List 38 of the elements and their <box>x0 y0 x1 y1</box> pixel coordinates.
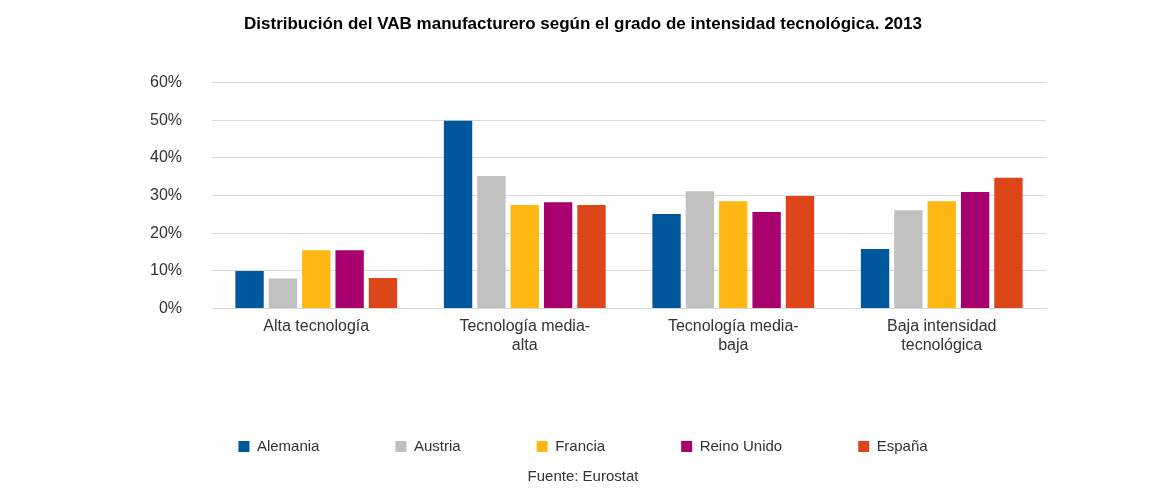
x-tick-label: Tecnología media-alta <box>459 316 591 353</box>
bar <box>719 201 748 309</box>
bar <box>577 204 606 309</box>
bar <box>752 212 781 309</box>
bar <box>785 195 815 309</box>
source-note: Fuente: Eurostat <box>527 467 640 485</box>
legend-label: Francia <box>555 436 606 454</box>
bar <box>443 120 473 309</box>
x-tick-label: Alta tecnología <box>263 316 370 334</box>
bar <box>894 210 923 309</box>
legend-label: Reino Unido <box>699 436 783 454</box>
bar <box>368 278 398 309</box>
y-tick-label: 30% <box>149 185 183 203</box>
y-tick-label: 60% <box>149 72 183 90</box>
y-tick-label: 0% <box>158 299 183 317</box>
y-tick-label: 10% <box>149 261 183 279</box>
y-tick-label: 50% <box>149 110 183 128</box>
bar <box>302 250 331 309</box>
bar <box>860 249 890 309</box>
y-tick-label: 20% <box>149 223 183 241</box>
x-tick-label: Baja intensidad tecnológica <box>887 316 997 353</box>
bar <box>994 177 1023 309</box>
bar <box>543 202 573 309</box>
legend-label: Alemania <box>256 436 321 454</box>
bar <box>652 213 681 309</box>
legend-label: España <box>876 436 929 454</box>
bar <box>477 175 506 309</box>
chart-title: Distribución del VAB manufacturero según el grado de intensidad tecnológica. 2013 <box>244 13 922 33</box>
bar <box>927 201 956 309</box>
bar <box>960 192 990 309</box>
y-tick-label: 40% <box>149 148 183 166</box>
bar <box>335 250 364 309</box>
bar <box>268 278 298 309</box>
legend-label: Austria <box>413 436 462 454</box>
bar <box>235 270 264 309</box>
bar <box>510 204 539 309</box>
x-tick-label: Tecnología media-baja <box>667 316 799 353</box>
bar <box>685 191 715 309</box>
